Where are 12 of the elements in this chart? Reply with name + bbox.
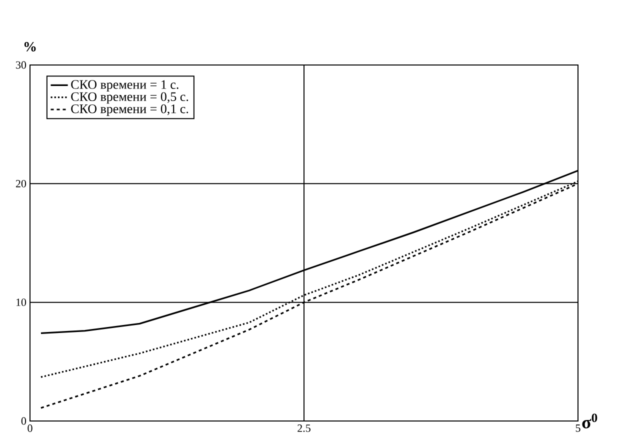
- x-tick-label: 0: [28, 424, 32, 432]
- legend-label: СКО времени = 0,5 с.: [71, 92, 188, 104]
- y-tick-label: 10: [16, 298, 26, 306]
- y-tick-label: 20: [16, 180, 26, 188]
- x-axis-title: σ$^{0}$: [582, 414, 598, 428]
- y-tick-label: 0: [21, 417, 26, 425]
- y-tick-label: 30: [16, 61, 26, 69]
- x-tick-label: 2.5: [298, 424, 310, 432]
- y-axis-title: %: [24, 42, 36, 52]
- x-tick-label: 5: [576, 424, 580, 432]
- legend-label: СКО времени = 1 с.: [71, 80, 178, 92]
- legend-label: СКО времени = 0,1 с.: [71, 104, 188, 116]
